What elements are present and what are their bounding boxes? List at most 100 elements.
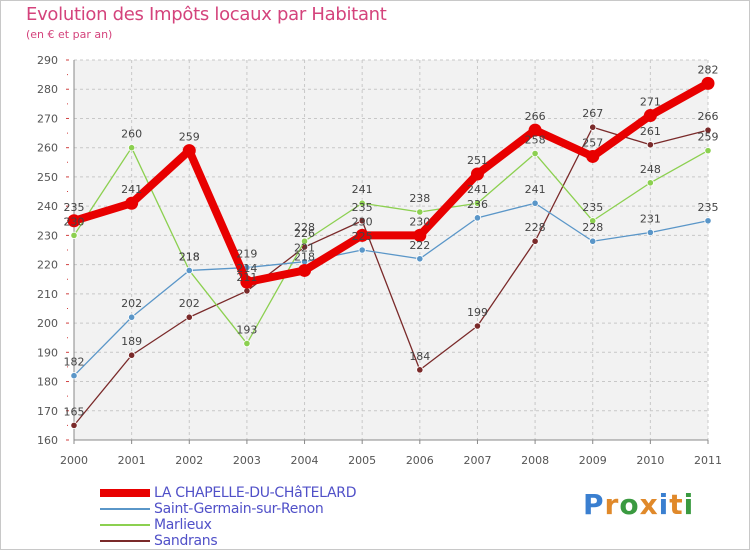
x-tick-label: 2004 (291, 454, 319, 467)
data-point (704, 147, 712, 155)
y-tick-label: 280 (37, 83, 58, 96)
logo-letter: i (658, 488, 670, 521)
legend-label: Sandrans (154, 533, 218, 549)
logo-letter: x (639, 488, 659, 521)
data-label: 165 (64, 405, 85, 418)
data-point (70, 231, 78, 239)
data-point (704, 217, 712, 225)
data-label: 238 (409, 192, 430, 205)
data-point (589, 123, 597, 131)
legend-item-la-chapelle: LA CHAPELLE-DU-CHâTELARD (100, 485, 356, 501)
data-point (70, 421, 78, 429)
data-point (67, 214, 81, 228)
data-label: 257 (582, 136, 603, 149)
legend-item-sandrans: Sandrans (100, 533, 356, 549)
y-tick-label: 190 (37, 346, 58, 359)
data-label: 219 (236, 248, 257, 261)
x-tick-label: 2000 (60, 454, 88, 467)
data-point (589, 217, 597, 225)
x-tick-label: 2010 (636, 454, 664, 467)
data-label: 182 (64, 356, 85, 369)
data-label: 259 (698, 131, 719, 144)
data-point (531, 149, 539, 158)
data-point (586, 149, 600, 163)
x-tick-label: 2002 (175, 454, 203, 467)
y-tick-label: 270 (37, 112, 58, 125)
data-point (701, 76, 715, 90)
data-point (182, 144, 196, 158)
logo-letter: i (683, 488, 695, 521)
data-point (646, 141, 654, 149)
data-point (531, 237, 539, 245)
data-point (473, 322, 482, 330)
legend-item-marlieux: Marlieux (100, 517, 356, 533)
data-point (358, 246, 366, 254)
data-point (125, 196, 139, 210)
data-point (416, 366, 424, 374)
data-point (531, 199, 539, 207)
legend-label: Saint-Germain-sur-Renon (154, 501, 324, 517)
data-point (646, 179, 654, 187)
data-point (243, 339, 251, 348)
data-label: 267 (582, 107, 603, 120)
data-point (243, 287, 251, 295)
y-tick-label: 210 (37, 288, 58, 301)
data-point (470, 167, 484, 181)
series-line-0 (73, 126, 709, 427)
data-label: 228 (582, 221, 603, 234)
legend-swatch-sandrans (100, 540, 150, 542)
y-tick-label: 160 (37, 434, 58, 447)
x-tick-label: 2008 (521, 454, 549, 467)
data-label: 214 (236, 262, 257, 275)
legend: LA CHAPELLE-DU-CHâTELARD Saint-Germain-s… (100, 485, 356, 549)
data-label: 235 (582, 201, 603, 214)
y-tick-label: 290 (37, 54, 58, 67)
data-label: 202 (121, 297, 142, 310)
data-point (704, 126, 712, 134)
x-tick-label: 2011 (694, 454, 722, 467)
y-tick-label: 220 (37, 259, 58, 272)
plot-area (74, 60, 708, 440)
data-point (473, 199, 482, 207)
proxiti-logo: Proxiti (583, 488, 694, 521)
data-point (416, 208, 424, 216)
series-line-1 (73, 147, 709, 345)
data-label: 230 (64, 215, 85, 228)
data-point (185, 266, 193, 275)
legend-swatch-la-chapelle (100, 489, 150, 497)
chart-subtitle: (en € et par an) (26, 28, 113, 41)
data-label: 231 (640, 212, 661, 225)
x-tick-label: 2007 (463, 454, 491, 467)
data-label: 218 (179, 250, 200, 263)
data-point (643, 109, 657, 123)
data-label: 230 (409, 215, 430, 228)
legend-label: Marlieux (154, 517, 212, 533)
data-label: 202 (179, 297, 200, 310)
series-line-3 (70, 79, 712, 287)
x-tick-label: 2005 (348, 454, 376, 467)
y-tick-label: 240 (37, 200, 58, 213)
y-tick-label: 260 (37, 142, 58, 155)
data-label: 226 (294, 227, 315, 240)
data-label: 199 (467, 306, 488, 319)
y-tick-label: 200 (37, 317, 58, 330)
y-tick-label: 250 (37, 171, 58, 184)
series-line-2 (73, 202, 709, 377)
legend-swatch-marlieux (100, 524, 150, 526)
data-label: 225 (352, 230, 373, 243)
data-label: 235 (352, 201, 373, 214)
data-point (589, 237, 597, 245)
data-point (413, 228, 427, 242)
data-label: 230 (352, 215, 373, 228)
data-point (646, 228, 654, 237)
data-label: 282 (698, 63, 719, 76)
data-point (528, 123, 542, 137)
data-label: 241 (352, 183, 373, 196)
data-label: 189 (121, 335, 142, 348)
logo-letter: o (619, 488, 640, 521)
data-label: 271 (640, 96, 661, 109)
data-label: 241 (121, 183, 142, 196)
data-label: 221 (294, 242, 315, 255)
data-label: 235 (64, 201, 85, 214)
